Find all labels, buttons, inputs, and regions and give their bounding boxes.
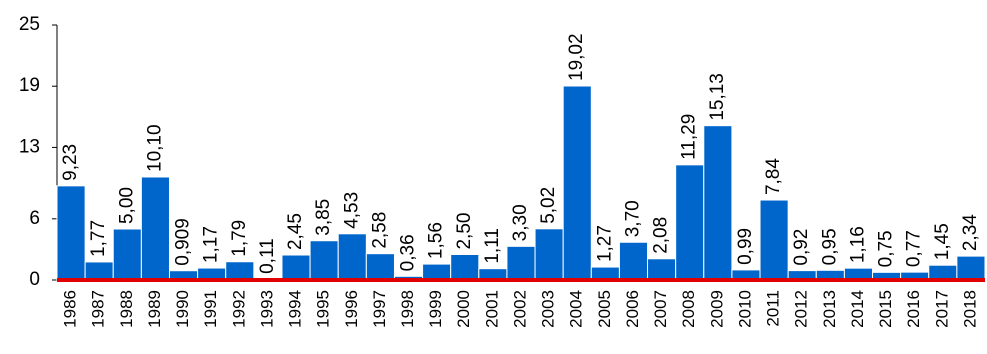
x-tick-label: 2014 [848,290,867,328]
y-tick-label: 0 [29,269,40,290]
x-tick-label: 2016 [904,290,923,328]
x-tick-label: 1991 [201,290,220,328]
value-label: 3,70 [623,200,644,237]
x-tick-label: 2007 [651,290,670,328]
y-tick-label: 13 [19,136,40,157]
value-label: 19,02 [566,33,587,81]
x-tick-label: 1998 [398,290,417,328]
x-tick-label: 2018 [960,290,979,328]
value-label: 3,85 [313,199,334,236]
value-label: 1,17 [201,226,222,263]
value-label: 2,58 [369,212,390,249]
bar [647,258,677,281]
y-tick-label: 6 [29,208,40,229]
value-label: 0,95 [819,228,840,265]
bar [759,199,789,281]
value-label: 5,02 [538,187,559,224]
bar [140,176,170,281]
x-tick-label: 1990 [173,290,192,328]
value-label: 7,84 [763,158,784,195]
value-label: 0,99 [735,228,756,265]
bar [281,254,311,281]
bar [618,241,649,281]
x-tick-label: 1989 [145,290,164,328]
x-tick-label: 2002 [510,290,529,328]
x-tick-label: 1992 [229,290,248,328]
value-label: 1,79 [229,220,250,257]
bar [703,125,733,281]
bar [450,254,480,281]
value-label: 2,08 [651,217,672,254]
x-tick-label: 2003 [539,290,558,328]
x-tick-label: 2005 [595,290,614,328]
x-tick-label: 2001 [482,290,501,328]
bar [956,255,986,281]
value-label: 1,56 [426,222,447,259]
bar [506,245,536,281]
bar [534,228,564,281]
value-label: 11,29 [679,114,700,160]
value-label: 0,36 [398,234,419,271]
x-tick-label: 1994 [286,290,305,328]
x-tick-label: 2011 [764,290,783,327]
x-tick-label: 2009 [707,290,726,328]
value-label: 0,75 [876,230,897,267]
x-tick-label: 2006 [623,290,642,328]
x-tick-label: 1988 [117,290,136,328]
x-tick-label: 2012 [792,290,811,328]
x-tick-label: 2000 [454,290,473,328]
value-label: 10,10 [144,124,165,172]
value-label: 1,45 [932,223,953,260]
value-label: 2,50 [454,213,475,250]
value-label: 5,00 [116,187,137,224]
x-tick-label: 1986 [61,290,80,328]
value-label: 0,92 [791,229,812,266]
bar [225,261,255,281]
x-tick-label: 1996 [342,290,361,328]
bar [309,240,339,281]
bar [112,228,142,281]
value-label: 3,30 [510,204,531,241]
value-label: 4,53 [341,192,362,229]
value-label: 15,13 [707,73,728,121]
x-tick-label: 2004 [567,290,586,328]
x-tick-label: 2010 [735,290,754,328]
x-tick-label: 2015 [876,290,895,328]
x-tick-label: 2013 [820,290,839,328]
y-tick-label: 25 [19,14,40,35]
value-label: 2,45 [285,213,306,250]
bar [365,253,395,281]
y-tick-label: 19 [19,75,40,96]
bar [675,164,705,281]
x-tick-label: 1997 [370,290,389,328]
bar [562,85,592,281]
value-label: 0,11 [257,238,278,274]
bar [422,263,452,281]
value-label: 0,77 [904,230,925,267]
value-label: 1,77 [88,220,109,257]
x-tick-label: 2008 [679,290,698,328]
bar [337,233,367,281]
x-tick-label: 2017 [932,290,951,328]
x-tick-label: 1993 [257,290,276,328]
value-label: 1,16 [847,226,868,263]
value-label: 0,909 [173,218,194,266]
value-label: 1,27 [594,225,615,262]
bar [928,264,958,281]
x-tick-label: 1987 [89,290,108,328]
x-tick-label: 1999 [426,290,445,328]
value-label: 2,34 [960,214,981,251]
bar [56,185,86,281]
x-tick-label: 1995 [314,290,333,328]
bar [84,261,114,281]
value-label: 9,23 [60,144,81,181]
value-label: 1,11 [482,228,503,264]
